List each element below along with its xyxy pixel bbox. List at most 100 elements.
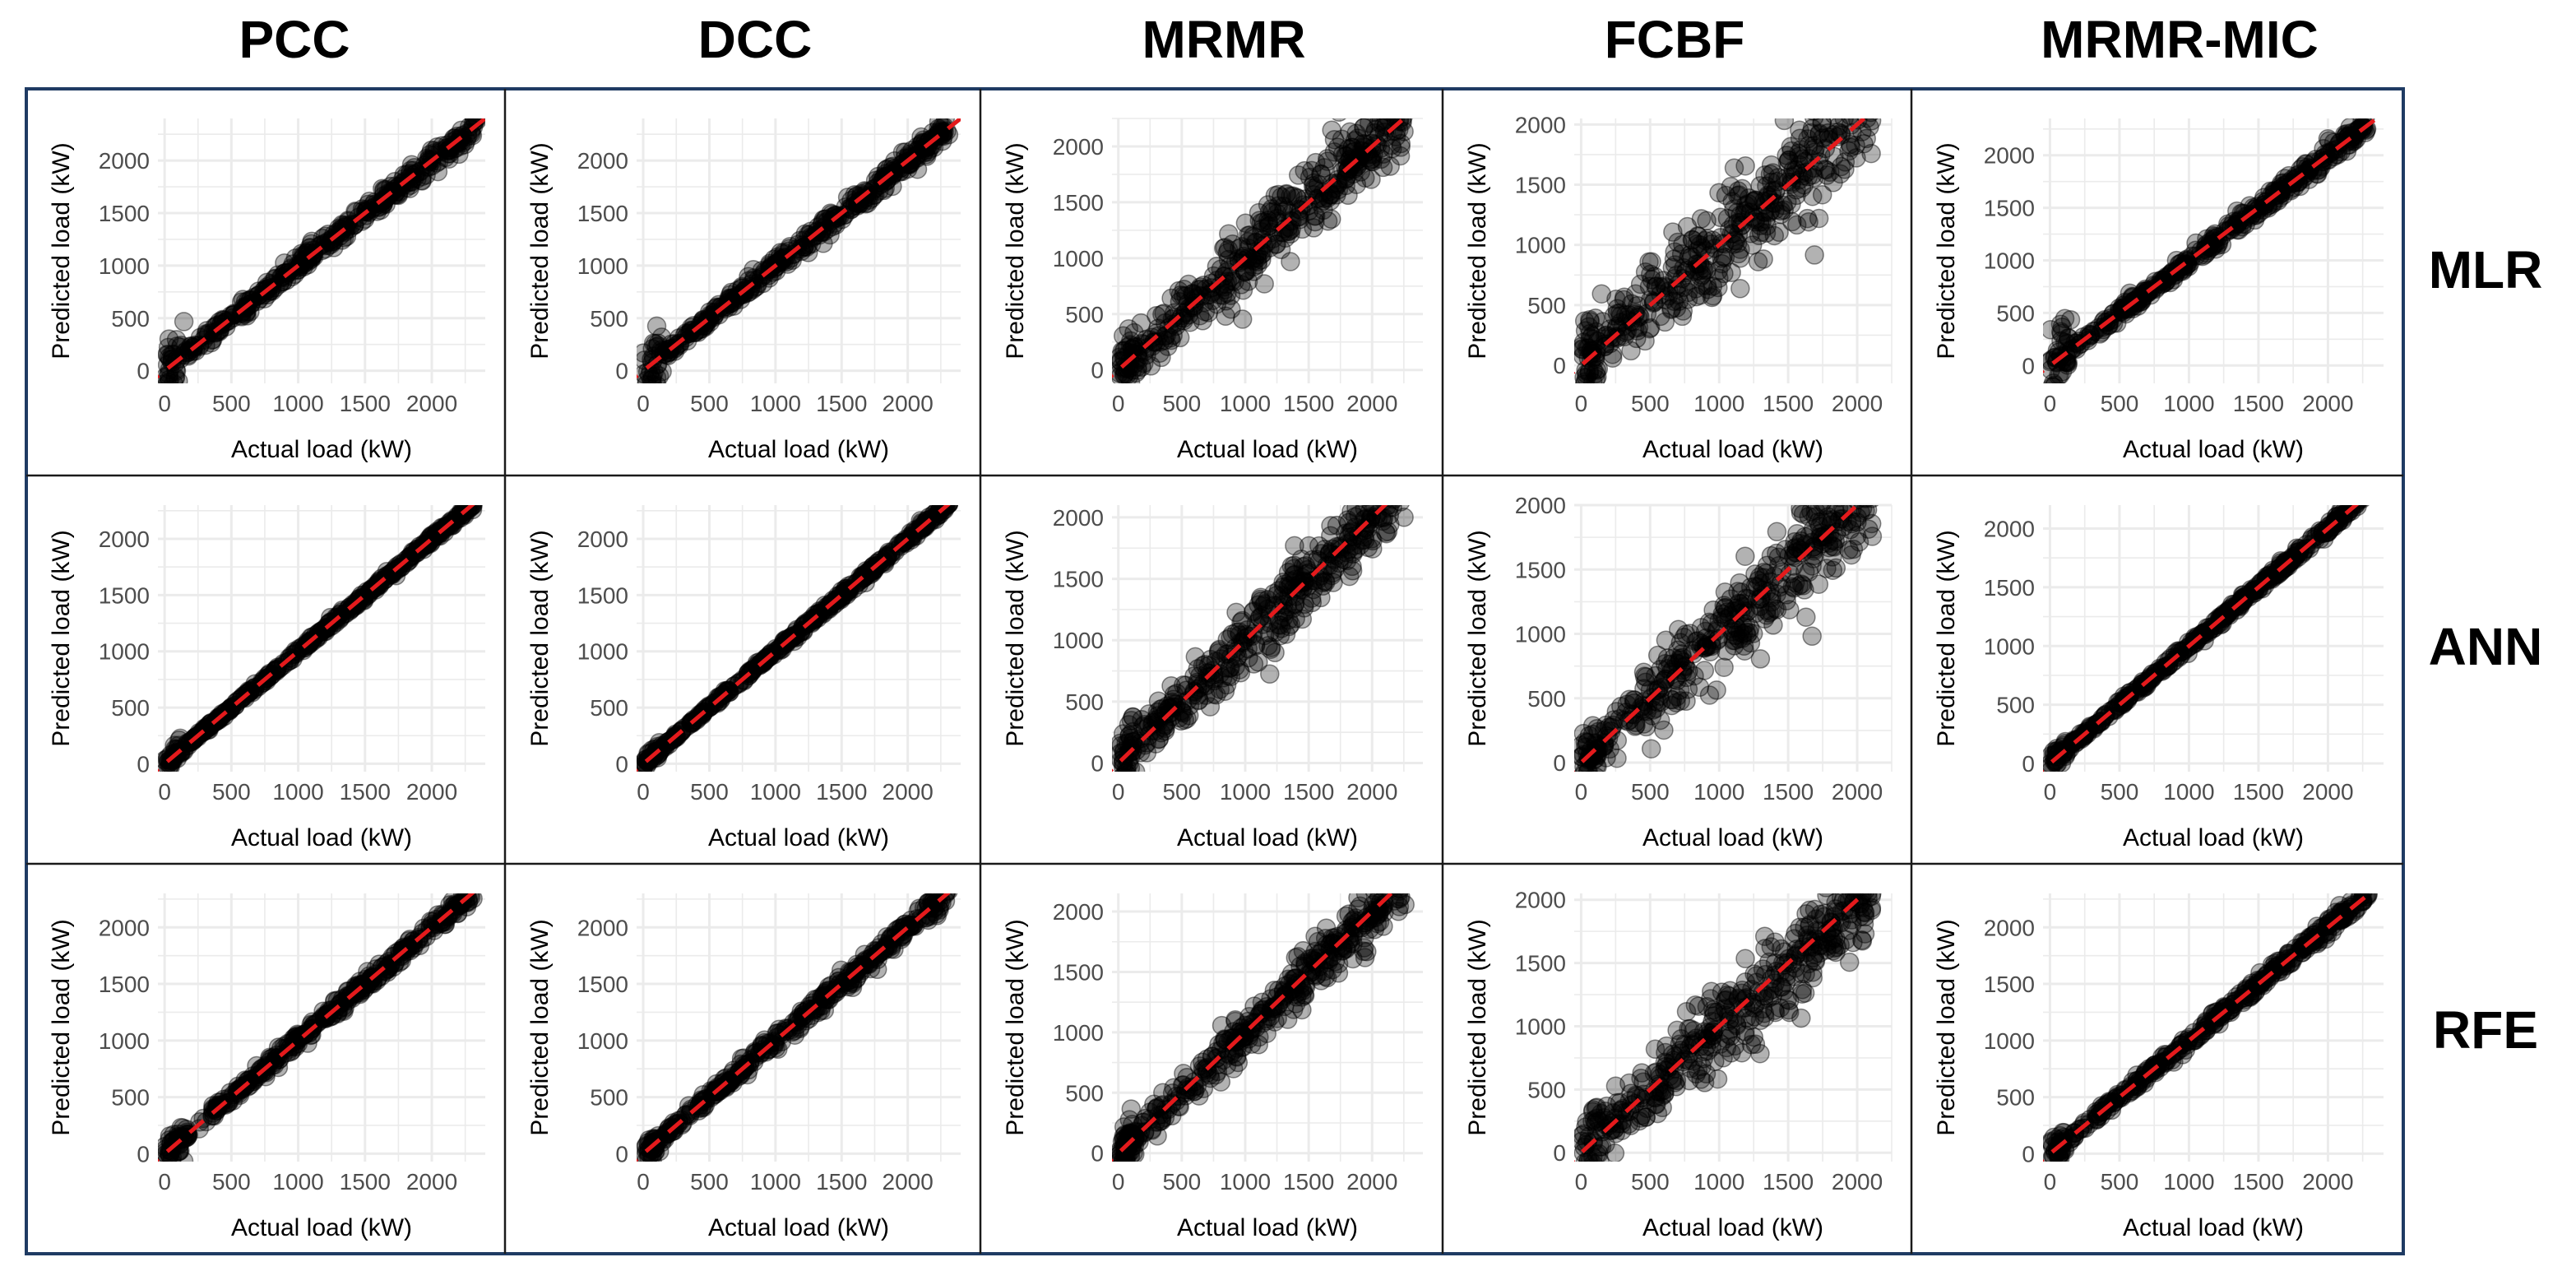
data-point — [1690, 235, 1711, 255]
data-point — [1365, 119, 1386, 140]
data-point — [1861, 84, 1879, 102]
x-tick-label: 2000 — [2302, 779, 2353, 805]
data-point — [1201, 273, 1221, 294]
data-point — [637, 362, 658, 382]
data-point — [1695, 230, 1716, 251]
data-point — [1302, 160, 1322, 181]
data-point — [224, 304, 244, 323]
data-point — [373, 193, 393, 213]
data-point — [740, 279, 761, 299]
data-point — [656, 340, 677, 360]
data-point — [158, 345, 177, 364]
data-point — [646, 368, 667, 383]
data-point — [1332, 129, 1352, 150]
data-point — [1198, 303, 1219, 322]
data-point — [1662, 257, 1683, 278]
y-tick-label: 500 — [1996, 300, 2035, 326]
data-point — [700, 312, 720, 332]
data-point — [437, 135, 457, 155]
data-point — [1774, 200, 1794, 220]
data-point — [1586, 364, 1605, 383]
data-point — [447, 126, 467, 146]
data-point — [1321, 516, 1341, 536]
panel-gridlines — [1574, 118, 1893, 383]
data-point — [1138, 337, 1158, 358]
data-point — [1812, 184, 1832, 205]
data-point — [1225, 252, 1246, 272]
data-point — [1232, 237, 1252, 257]
data-point — [1239, 232, 1258, 252]
data-point — [732, 278, 753, 299]
y-tick-label: 0 — [2022, 353, 2035, 378]
data-point — [637, 374, 656, 383]
data-point — [289, 260, 308, 280]
data-point — [181, 336, 201, 356]
data-point — [1735, 155, 1755, 176]
data-point — [1682, 230, 1703, 250]
data-point — [1171, 308, 1191, 328]
data-point — [1286, 188, 1307, 207]
data-point — [403, 160, 424, 180]
data-point — [1275, 219, 1295, 239]
data-point — [1809, 124, 1829, 145]
data-point — [209, 322, 229, 341]
data-point — [1614, 290, 1634, 310]
data-point — [231, 305, 252, 326]
data-point — [1694, 661, 1715, 680]
data-point — [1816, 160, 1836, 180]
data-point — [1702, 287, 1722, 308]
data-point — [1831, 485, 1849, 503]
y-tick-label: 1500 — [1515, 173, 1566, 198]
data-point — [1364, 466, 1382, 484]
data-point — [835, 205, 855, 225]
data-point — [1258, 216, 1278, 236]
data-point — [1281, 186, 1300, 206]
data-point — [1355, 517, 1374, 538]
data-point — [929, 122, 949, 142]
scatter-points — [158, 893, 483, 1162]
data-point — [1383, 459, 1402, 477]
data-point — [820, 225, 840, 245]
data-point — [1754, 249, 1773, 269]
data-point — [1582, 341, 1603, 361]
data-point — [1335, 146, 1355, 166]
x-tick-label: 0 — [637, 779, 650, 805]
data-point — [1682, 247, 1702, 267]
data-point — [882, 166, 902, 186]
data-point — [1728, 225, 1749, 244]
data-point — [1646, 276, 1666, 297]
data-point — [1628, 295, 1647, 316]
data-point — [1123, 707, 1143, 727]
data-point — [1134, 334, 1154, 355]
data-point — [1721, 262, 1741, 282]
data-point — [850, 193, 870, 213]
data-point — [1690, 285, 1711, 305]
data-point — [1294, 598, 1314, 618]
data-point — [1703, 276, 1723, 296]
data-point — [1249, 211, 1270, 230]
data-point — [1207, 294, 1227, 314]
data-point — [1798, 129, 1818, 149]
data-point — [1188, 659, 1208, 679]
data-point — [1724, 199, 1744, 219]
data-point — [900, 153, 920, 174]
data-point — [1128, 357, 1147, 377]
data-point — [1351, 162, 1371, 182]
data-point — [1654, 720, 1674, 740]
data-point — [2043, 373, 2064, 383]
scatter-points — [637, 118, 959, 383]
data-point — [294, 247, 313, 267]
data-point — [1369, 482, 1388, 500]
data-point — [1786, 215, 1807, 235]
data-point — [1134, 341, 1155, 362]
data-point — [1355, 481, 1373, 499]
row-header: ANN — [2429, 617, 2543, 676]
data-point — [1173, 285, 1193, 306]
x-axis-title: Actual load (kW) — [708, 436, 889, 463]
data-point — [799, 243, 818, 262]
data-point — [335, 222, 354, 243]
data-point — [1846, 526, 1867, 546]
data-point — [1802, 626, 1822, 647]
data-point — [1392, 484, 1410, 502]
data-point — [1253, 235, 1274, 256]
